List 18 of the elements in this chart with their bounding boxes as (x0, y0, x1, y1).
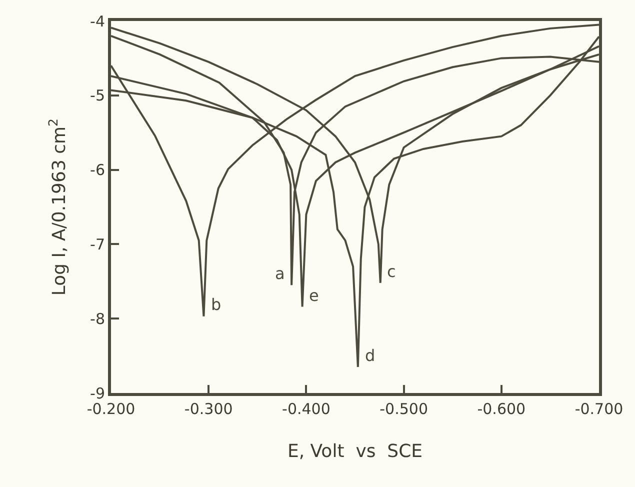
y-tick-label: -9 (90, 384, 105, 402)
series-label: b (211, 295, 222, 314)
y-tick-label: -5 (90, 86, 105, 105)
x-tick-label: -0.600 (477, 400, 526, 418)
x-tick-label: -0.500 (380, 400, 428, 418)
x-axis-title: E, Volt vs SCE (287, 441, 423, 462)
x-tick-label: -0.200 (86, 400, 136, 418)
x-tick-label: -0.300 (184, 400, 233, 418)
series-label: c (387, 262, 396, 281)
series-label: a (275, 264, 285, 283)
y-tick-label: -8 (90, 310, 105, 328)
x-tick-label: -0.700 (574, 400, 624, 418)
y-tick-label: -4 (90, 12, 105, 30)
y-tick-label: -7 (90, 235, 105, 254)
x-tick-label: -0.400 (282, 400, 330, 418)
series-label: d (365, 346, 376, 365)
series-label: e (309, 286, 319, 305)
y-tick-label: -6 (90, 161, 105, 180)
